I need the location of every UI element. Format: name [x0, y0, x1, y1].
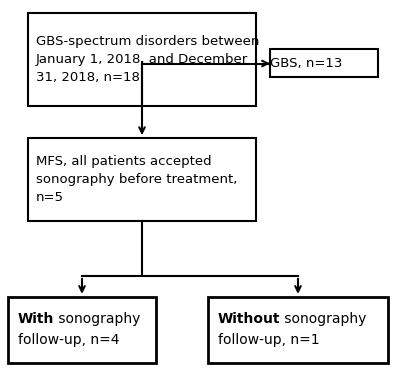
Text: MFS, all patients accepted
sonography before treatment,
n=5: MFS, all patients accepted sonography be… [36, 155, 237, 204]
Text: GBS, n=13: GBS, n=13 [270, 57, 342, 70]
Text: follow-up, n=4: follow-up, n=4 [18, 333, 120, 347]
Text: sonography: sonography [54, 312, 141, 326]
Text: follow-up, n=1: follow-up, n=1 [218, 333, 320, 347]
FancyBboxPatch shape [28, 138, 256, 221]
FancyBboxPatch shape [270, 49, 378, 77]
Text: Without: Without [218, 312, 280, 326]
Text: With: With [18, 312, 54, 326]
FancyBboxPatch shape [28, 13, 256, 106]
FancyBboxPatch shape [208, 297, 388, 363]
Text: sonography: sonography [280, 312, 367, 326]
Text: GBS-spectrum disorders between
January 1, 2018, and December
31, 2018, n=18: GBS-spectrum disorders between January 1… [36, 35, 259, 84]
FancyBboxPatch shape [8, 297, 156, 363]
